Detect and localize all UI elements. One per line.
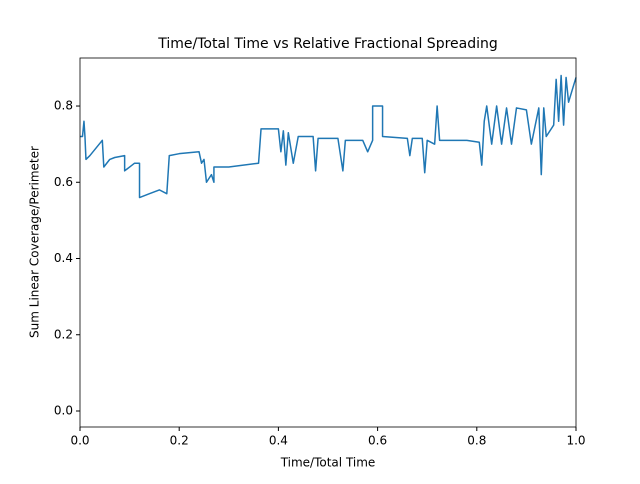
chart-title: Time/Total Time vs Relative Fractional S…	[157, 36, 498, 52]
y-tick-label: 0.4	[54, 251, 73, 265]
x-tick-label: 0.8	[467, 434, 486, 448]
y-tick-label: 0.6	[54, 175, 73, 189]
x-tick-label: 0.6	[368, 434, 387, 448]
plot-frame	[79, 57, 577, 428]
x-tick-label: 0.4	[269, 434, 288, 448]
y-tick-label: 0.2	[54, 327, 73, 341]
y-axis-label: Sum Linear Coverage/Perimeter	[28, 146, 42, 338]
x-tick-label: 0.2	[170, 434, 189, 448]
x-tick-label: 1.0	[566, 434, 585, 448]
x-axis-label: Time/Total Time	[280, 456, 376, 470]
y-tick-label: 0.8	[54, 99, 73, 113]
x-tick-label: 0.0	[70, 434, 89, 448]
data-line	[80, 74, 577, 199]
y-tick-label: 0.0	[54, 403, 73, 417]
